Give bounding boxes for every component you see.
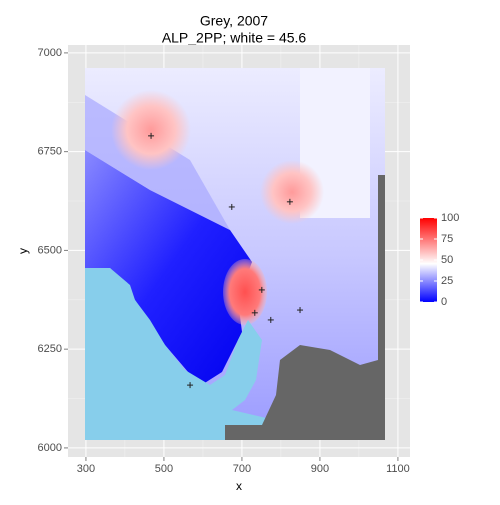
field: [260, 160, 324, 224]
point: [148, 132, 155, 139]
point: [297, 307, 304, 314]
colorbar: [420, 218, 437, 302]
x-tick-label: 300: [77, 463, 95, 475]
y-axis-label: y: [16, 248, 30, 254]
point: [251, 309, 258, 316]
y-tick-label: 6000: [38, 442, 62, 454]
water: [85, 268, 275, 440]
field: [85, 150, 252, 386]
y-tick-label: 6500: [38, 244, 62, 256]
x-tick-label: 500: [155, 463, 173, 475]
y-tick-label: 6750: [38, 146, 62, 158]
legend-label: 100: [441, 212, 459, 224]
chart-title: Grey, 2007: [200, 13, 268, 29]
y-tick-label: 6250: [38, 343, 62, 355]
field: [223, 259, 267, 325]
point: [286, 198, 293, 205]
point: [187, 382, 194, 389]
legend-label: 50: [441, 254, 453, 266]
point: [267, 316, 274, 323]
legend-label: 75: [441, 233, 453, 245]
field: [111, 90, 191, 170]
x-tick-label: 900: [311, 463, 329, 475]
chart-subtitle: ALP_2PP; white = 45.6: [162, 30, 307, 46]
point: [228, 203, 235, 210]
raster: [85, 68, 385, 440]
x-tick-label: 1100: [386, 463, 410, 475]
points: [148, 132, 304, 389]
legend-label: 0: [441, 296, 447, 308]
y-tick-label: 7000: [38, 47, 62, 59]
point: [258, 286, 265, 293]
land: [225, 175, 385, 440]
legend-label: 25: [441, 275, 453, 287]
x-axis-label: x: [236, 479, 242, 493]
x-tick-label: 700: [233, 463, 251, 475]
